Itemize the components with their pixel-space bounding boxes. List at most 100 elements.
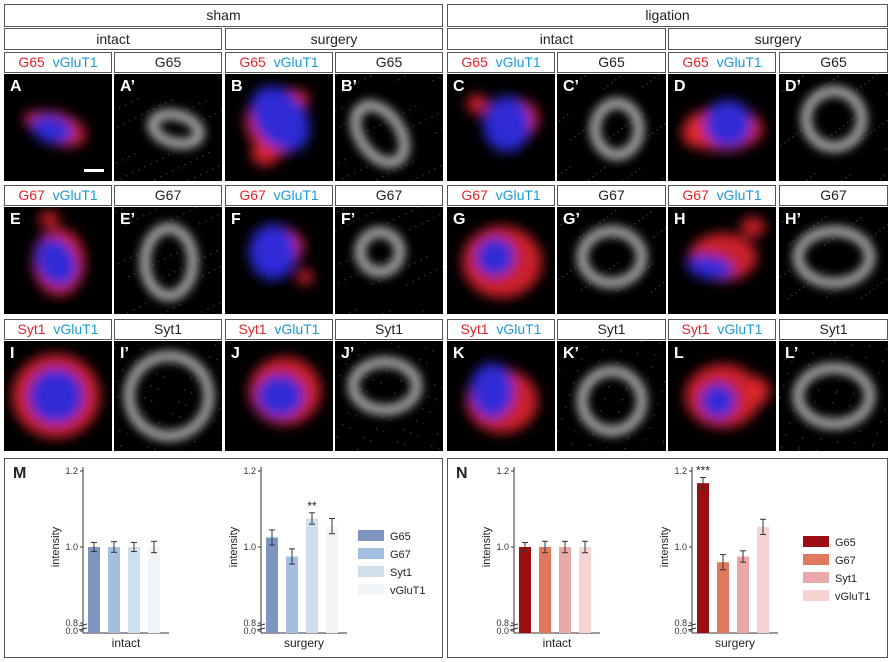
significance-stars: ** bbox=[307, 499, 317, 513]
panel-letter: I bbox=[10, 345, 15, 362]
counterstain-name: vGluT1 bbox=[274, 321, 320, 337]
axis-break bbox=[256, 627, 266, 631]
micrograph-merge: K bbox=[447, 341, 555, 451]
chart-panel-m: M 0.0 0.8 1.0 1.2 intensity intact 0.0 0.8 1.0 1.… bbox=[4, 458, 443, 658]
y-axis-label: intensity bbox=[50, 526, 62, 567]
marker-name: G67 bbox=[682, 187, 709, 203]
panel-letter: L’ bbox=[785, 345, 799, 362]
legend-swatch-g65 bbox=[803, 536, 829, 547]
micrograph-grayscale: K’ bbox=[557, 341, 666, 451]
micrograph-grayscale: J’ bbox=[335, 341, 443, 451]
bar-g65 bbox=[88, 547, 100, 633]
panel-letter: E bbox=[10, 211, 21, 228]
bar-g67 bbox=[717, 562, 729, 633]
micrograph-merge: B bbox=[225, 74, 333, 181]
label-g67: G67 bbox=[335, 185, 443, 206]
counterstain-name: vGluT1 bbox=[273, 54, 319, 70]
legend-swatch-g67 bbox=[803, 554, 829, 565]
label-syt1-vglut1: Syt1 vGluT1 bbox=[225, 319, 333, 340]
legend-label-g65: G65 bbox=[835, 537, 856, 549]
label-g67: G67 bbox=[779, 185, 888, 206]
label-g67-vglut1: G67 vGluT1 bbox=[4, 185, 112, 206]
legend-label-syt1: Syt1 bbox=[835, 573, 857, 585]
y-tick-label: 0.0 bbox=[65, 626, 78, 636]
legend-label-vglut1: vGluT1 bbox=[835, 591, 870, 603]
counterstain-name: vGluT1 bbox=[52, 54, 98, 70]
micrograph-grayscale: F’ bbox=[335, 207, 443, 314]
micrograph-merge: F bbox=[225, 207, 333, 314]
micrograph-merge: J bbox=[225, 341, 333, 451]
micrograph-merge: D bbox=[668, 74, 776, 181]
panel-letter: D bbox=[674, 78, 686, 95]
panel-letter: F bbox=[231, 211, 241, 228]
micrograph-grayscale: A’ bbox=[114, 74, 222, 181]
panel-letter: L bbox=[674, 345, 684, 362]
bar-g65 bbox=[266, 537, 278, 633]
marker-name: Syt1 bbox=[238, 321, 267, 337]
y-tick-label: 1.0 bbox=[243, 542, 256, 552]
counterstain-name: vGluT1 bbox=[717, 321, 763, 337]
panel-letter: B’ bbox=[341, 78, 357, 95]
panel-letter: K’ bbox=[563, 345, 579, 362]
axis-break bbox=[78, 623, 88, 627]
bar-syt1 bbox=[559, 547, 571, 633]
panel-letter: H’ bbox=[785, 211, 801, 228]
group-label-surgery: surgery bbox=[715, 636, 755, 650]
label-syt1: Syt1 bbox=[557, 319, 666, 340]
chart-m-svg: 0.00.81.01.2intensityintact0.00.81.01.2i… bbox=[50, 466, 425, 650]
y-tick-label: 1.0 bbox=[65, 542, 78, 552]
panel-letter: G bbox=[453, 211, 466, 228]
counterstain-name: vGluT1 bbox=[495, 187, 541, 203]
micrograph-grayscale: D’ bbox=[779, 74, 888, 181]
label-g67: G67 bbox=[114, 185, 222, 206]
header-sham: sham bbox=[4, 4, 443, 27]
label-g67-vglut1: G67 vGluT1 bbox=[668, 185, 776, 206]
legend-swatch-g65 bbox=[358, 530, 384, 541]
label-g67: G67 bbox=[557, 185, 666, 206]
panel-letter: H bbox=[674, 211, 686, 228]
micrograph-grayscale: G’ bbox=[557, 207, 666, 314]
panel-letter: G’ bbox=[563, 211, 580, 228]
label-g65-vglut1: G65 vGluT1 bbox=[4, 52, 112, 73]
panel-letter: C bbox=[453, 78, 465, 95]
scale-bar bbox=[84, 169, 104, 172]
panel-letter: A’ bbox=[120, 78, 136, 95]
y-tick-label: 1.0 bbox=[496, 542, 509, 552]
marker-name: G67 bbox=[239, 187, 266, 203]
legend-label-g67: G67 bbox=[835, 555, 856, 567]
counterstain-name: vGluT1 bbox=[496, 321, 542, 337]
y-tick-label: 1.0 bbox=[674, 542, 687, 552]
counterstain-name: vGluT1 bbox=[716, 54, 762, 70]
panel-letter: K bbox=[453, 345, 465, 362]
legend-swatch-syt1 bbox=[358, 566, 384, 577]
bar-g67 bbox=[108, 547, 120, 633]
chart-letter-n: N bbox=[456, 465, 468, 482]
significance-stars: *** bbox=[696, 463, 710, 477]
micrograph-grayscale: B’ bbox=[335, 74, 443, 181]
marker-name: G67 bbox=[461, 187, 488, 203]
header-ligation: ligation bbox=[447, 4, 888, 27]
counterstain-name: vGluT1 bbox=[495, 54, 541, 70]
marker-name: G65 bbox=[18, 54, 45, 70]
micrograph-merge: I bbox=[4, 341, 112, 451]
y-tick-label: 0.0 bbox=[243, 626, 256, 636]
label-g67-vglut1: G67 vGluT1 bbox=[447, 185, 555, 206]
counterstain-name: vGluT1 bbox=[716, 187, 762, 203]
label-syt1-vglut1: Syt1 vGluT1 bbox=[447, 319, 555, 340]
marker-name: Syt1 bbox=[17, 321, 46, 337]
y-tick-label: 0.8 bbox=[65, 618, 78, 628]
y-tick-label: 1.2 bbox=[496, 466, 509, 476]
micrograph-merge: A bbox=[4, 74, 112, 181]
panel-letter: I’ bbox=[120, 345, 129, 362]
legend-label-g65: G65 bbox=[390, 531, 411, 543]
bar-g67 bbox=[539, 547, 551, 633]
y-axis-label: intensity bbox=[481, 526, 493, 567]
bar-syt1 bbox=[128, 547, 140, 633]
counterstain-name: vGluT1 bbox=[52, 187, 98, 203]
header-ligation-intact: intact bbox=[447, 28, 666, 50]
micrograph-merge: E bbox=[4, 207, 112, 314]
bar-syt1 bbox=[306, 518, 318, 633]
axis-break bbox=[78, 627, 88, 631]
label-g65: G65 bbox=[557, 52, 666, 73]
micrograph-merge: L bbox=[668, 341, 776, 451]
